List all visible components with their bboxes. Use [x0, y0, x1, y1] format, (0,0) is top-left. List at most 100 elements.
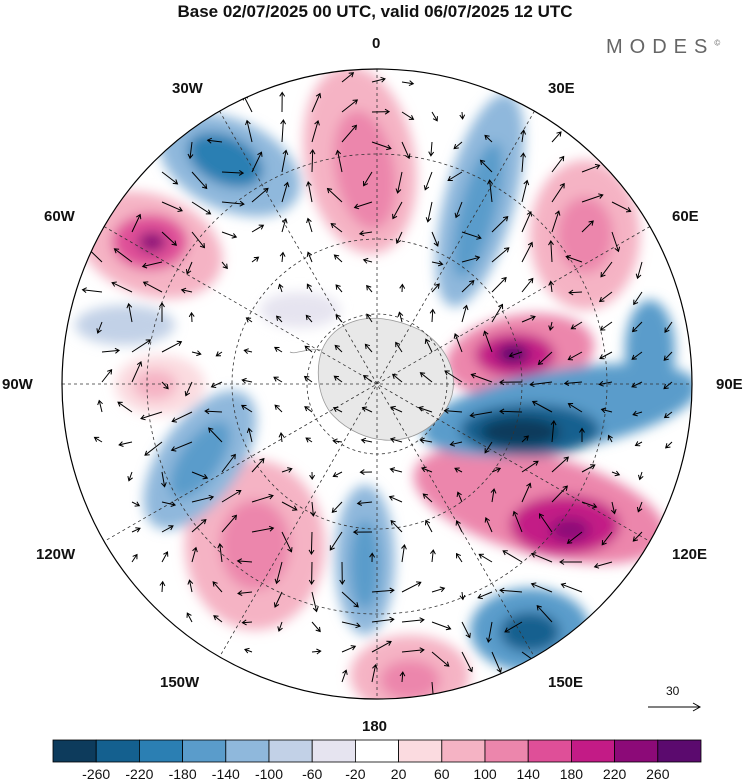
wind-vector	[486, 621, 493, 644]
wind-vector	[251, 525, 275, 533]
graticule	[62, 69, 692, 699]
colorbar-swatch	[138, 739, 183, 763]
wind-vector	[131, 339, 152, 353]
wind-vector	[113, 248, 133, 263]
wind-vector	[548, 239, 554, 263]
wind-vector	[305, 314, 313, 323]
wind-vector	[274, 404, 283, 413]
wind-vector	[665, 441, 673, 449]
wind-vector	[551, 210, 561, 233]
wind-vector	[431, 283, 440, 293]
wind-vector	[311, 120, 320, 143]
lon-label-180: 180	[362, 718, 388, 735]
colorbar-label: -220	[125, 766, 154, 782]
wind-vector	[560, 582, 583, 593]
wind-vector	[144, 441, 163, 456]
wind-vector	[332, 438, 343, 445]
wind-vector	[191, 201, 212, 215]
wind-vector	[221, 169, 245, 176]
wind-vector	[487, 179, 493, 203]
anomaly-field	[62, 69, 692, 699]
wind-vector	[390, 405, 403, 413]
wind-vector	[632, 410, 643, 417]
wind-vector	[170, 441, 193, 452]
wind-vector	[395, 231, 403, 244]
lon-label-90w: 90W	[2, 376, 33, 393]
wind-vector	[469, 411, 493, 418]
colorbar-label: -100	[254, 766, 284, 782]
wind-vector	[221, 231, 238, 239]
wind-vector	[521, 460, 539, 473]
colorbar-label: -140	[211, 766, 240, 782]
wind-vector	[598, 380, 613, 387]
wind-vector	[341, 621, 361, 629]
wind-vector	[111, 281, 133, 293]
wind-vector	[431, 111, 438, 122]
wind-vector	[186, 612, 193, 623]
wind-vectors	[81, 72, 673, 699]
wind-vector	[191, 171, 208, 190]
colorbar-swatch	[527, 739, 572, 763]
wind-vector	[251, 256, 260, 263]
wind-vector	[422, 493, 433, 503]
wind-vector	[311, 621, 321, 633]
wind-vector	[551, 155, 565, 173]
wind-vector	[663, 411, 673, 419]
wind-vector	[362, 257, 373, 264]
wind-vector	[638, 471, 644, 481]
lon-label-120w: 120W	[36, 546, 76, 563]
wind-vector	[491, 247, 510, 263]
wind-vector	[371, 141, 392, 151]
wind-vector	[631, 381, 643, 388]
wind-vector	[188, 311, 195, 323]
wind-vector	[421, 466, 433, 473]
lon-label-30w: 30W	[172, 80, 203, 97]
wind-vector	[551, 131, 562, 143]
wind-vector	[453, 141, 463, 150]
wind-vector	[431, 586, 446, 593]
wind-vector	[281, 531, 293, 553]
wind-vector	[241, 377, 253, 384]
map-border	[61, 68, 693, 700]
wind-vector	[551, 456, 570, 473]
wind-vector	[371, 616, 395, 623]
wind-vector	[431, 621, 452, 631]
wind-vector	[443, 407, 463, 414]
wind-vector	[399, 283, 406, 293]
wind-vector	[277, 621, 283, 632]
colorbar-swatch	[268, 739, 313, 763]
wind-vector	[491, 651, 502, 674]
wind-vector	[499, 587, 523, 594]
wind-vector	[581, 163, 601, 173]
wind-vector	[611, 231, 621, 253]
lon-label-90e: 90E	[716, 376, 743, 393]
wind-vector	[499, 408, 523, 415]
wind-vector	[401, 647, 425, 654]
wind-vector	[303, 375, 313, 383]
wind-vector	[217, 542, 224, 563]
wind-vector	[171, 411, 193, 423]
wind-vector	[281, 218, 288, 233]
wind-vector	[447, 171, 463, 181]
lon-label-30e: 30E	[548, 80, 575, 97]
colorbar-swatch	[441, 739, 486, 763]
wind-vector	[161, 471, 167, 488]
wind-vector	[311, 92, 322, 113]
wind-vector	[598, 291, 613, 303]
wind-vector	[278, 432, 285, 443]
wind-vector	[600, 261, 613, 278]
wind-vector	[341, 669, 348, 683]
wind-vector	[479, 159, 493, 173]
wind-vector	[131, 213, 142, 233]
lon-label-150w: 150W	[160, 674, 200, 691]
wind-vector	[536, 604, 553, 623]
wind-vector	[187, 141, 194, 160]
wind-vector	[477, 591, 493, 600]
wind-vector	[221, 514, 238, 533]
wind-vector	[131, 501, 141, 507]
wind-vector	[512, 510, 523, 533]
wind-vector	[371, 108, 391, 115]
wind-vector	[332, 406, 343, 413]
wind-vector	[81, 287, 103, 293]
colorbar-label: 220	[602, 766, 627, 782]
